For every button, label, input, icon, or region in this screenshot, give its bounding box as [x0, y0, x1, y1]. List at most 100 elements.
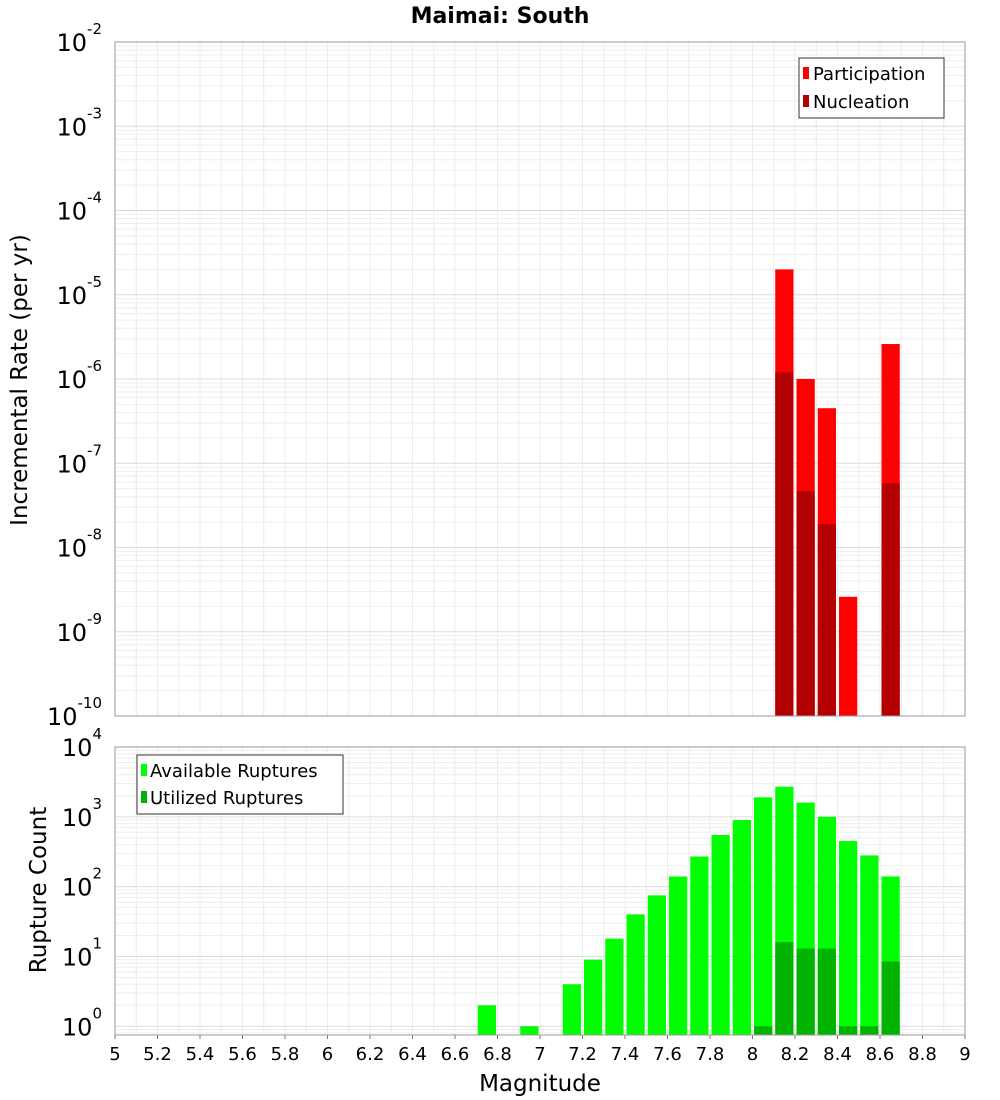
y-tick-exponent: -2 — [87, 20, 102, 38]
y-tick-base: 10 — [62, 874, 93, 902]
x-tick-label: 7 — [534, 1044, 545, 1065]
rate-b-bar — [881, 483, 900, 716]
x-tick-label: 8.8 — [908, 1044, 937, 1065]
x-tick-label: 7.6 — [653, 1044, 682, 1065]
y-tick-base: 10 — [56, 113, 87, 141]
legend-swatch-available — [141, 764, 147, 776]
y-tick-base: 10 — [56, 366, 87, 394]
count-a-bar — [690, 856, 709, 1035]
count-a-bar — [584, 959, 603, 1035]
count-a-bar — [605, 938, 624, 1035]
x-tick-label: 5.2 — [143, 1044, 172, 1065]
x-tick-label: 8.4 — [823, 1044, 852, 1065]
y-tick-exponent: -3 — [87, 104, 102, 122]
y-tick-base: 10 — [56, 619, 87, 647]
x-tick-label: 6.4 — [398, 1044, 427, 1065]
y-tick-label: 102 — [62, 865, 102, 902]
count-bars — [477, 786, 900, 1035]
y-tick-exponent: -5 — [87, 273, 102, 291]
y-tick-label: 10-6 — [56, 357, 102, 394]
y-tick-label: 10-3 — [56, 104, 102, 141]
rate-legend-box — [798, 57, 945, 119]
y-tick-exponent: -7 — [87, 441, 102, 459]
y-tick-label: 103 — [62, 795, 102, 832]
legend-swatch-utilized — [141, 791, 147, 803]
y-tick-base: 10 — [47, 703, 78, 731]
y-tick-base: 10 — [56, 535, 87, 563]
count-b-bar — [775, 942, 794, 1035]
y-tick-base: 10 — [56, 29, 87, 57]
rate-b-bar — [796, 490, 815, 716]
x-tick-label: 9 — [959, 1044, 970, 1065]
x-tick-label: 6.8 — [483, 1044, 512, 1065]
x-tick-label: 5 — [109, 1044, 120, 1065]
plot-border — [114, 41, 966, 717]
x-tick-label: 8.6 — [866, 1044, 895, 1065]
x-tick-label: 6 — [322, 1044, 333, 1065]
rate-b-bar — [775, 372, 794, 716]
y-tick-label: 101 — [62, 934, 102, 971]
y-tick-label: 10-4 — [56, 189, 102, 226]
x-tick-label: 7.8 — [696, 1044, 725, 1065]
y-tick-base: 10 — [62, 1013, 93, 1041]
x-tick-label: 5.4 — [186, 1044, 215, 1065]
count-a-bar — [839, 841, 858, 1035]
y-tick-exponent: 1 — [92, 934, 102, 952]
count-b-bar — [796, 948, 815, 1035]
y-tick-label: 10-2 — [56, 20, 102, 57]
y-tick-base: 10 — [62, 734, 93, 762]
count-a-bar — [477, 1005, 496, 1035]
plot-border — [114, 746, 966, 1036]
y-tick-exponent: -10 — [78, 694, 103, 712]
y-tick-exponent: -8 — [87, 526, 102, 544]
x-tick-label: 5.8 — [271, 1044, 300, 1065]
x-tick-label: 7.2 — [568, 1044, 597, 1065]
y-tick-base: 10 — [56, 198, 87, 226]
x-ticks: 5 5.2 5.4 5.6 5.8 6 6.2 6.4 6.6 6.8 7 7.2 7.4 7.6 7.8 8… — [109, 1035, 971, 1065]
legend-label-nucleation: Nucleation — [813, 92, 909, 113]
count-b-bar — [817, 948, 836, 1035]
y-tick-label: 10-5 — [56, 273, 102, 310]
count-a-bar — [732, 820, 751, 1035]
y-tick-base: 10 — [56, 282, 87, 310]
legend-label-utilized: Utilized Ruptures — [150, 788, 303, 809]
x-axis-label: Magnitude — [479, 1071, 601, 1097]
x-tick-label: 6.6 — [441, 1044, 470, 1065]
rate-a-bar — [839, 596, 858, 716]
x-tick-label: 5.6 — [228, 1044, 257, 1065]
count-a-bar — [520, 1026, 539, 1035]
x-tick-label: 8.2 — [781, 1044, 810, 1065]
count-b-bar — [754, 1026, 773, 1035]
y-tick-base: 10 — [62, 804, 93, 832]
count-y-axis-label: Rupture Count — [26, 807, 52, 973]
legend-swatch-participation — [803, 67, 809, 79]
count-a-bar — [711, 834, 730, 1035]
count-a-bar — [562, 984, 581, 1035]
rate-b-bar — [817, 524, 836, 716]
legend-label-available: Available Ruptures — [150, 761, 318, 782]
y-tick-base: 10 — [56, 450, 87, 478]
y-tick-exponent: 2 — [92, 865, 102, 883]
legend-swatch-nucleation — [803, 95, 809, 107]
count-a-bar — [647, 895, 666, 1035]
count-b-bar — [839, 1026, 858, 1035]
rate-y-axis-label: Incremental Rate (per yr) — [7, 234, 33, 526]
x-tick-label: 7.4 — [611, 1044, 640, 1065]
count-legend-box — [136, 754, 344, 815]
rate-bars — [775, 269, 900, 716]
y-tick-exponent: -6 — [87, 357, 102, 375]
chart-title: Maimai: South — [411, 4, 590, 29]
y-tick-label: 104 — [62, 725, 102, 762]
count-b-bar — [881, 961, 900, 1035]
y-tick-exponent: 0 — [92, 1004, 102, 1022]
y-tick-label: 10-10 — [47, 694, 102, 731]
y-tick-label: 10-9 — [56, 610, 102, 647]
x-tick-label: 8 — [747, 1044, 758, 1065]
rate-grid — [114, 41, 966, 717]
y-tick-exponent: 3 — [92, 795, 102, 813]
y-tick-label: 10-8 — [56, 526, 102, 563]
count-b-bar — [860, 1026, 879, 1035]
